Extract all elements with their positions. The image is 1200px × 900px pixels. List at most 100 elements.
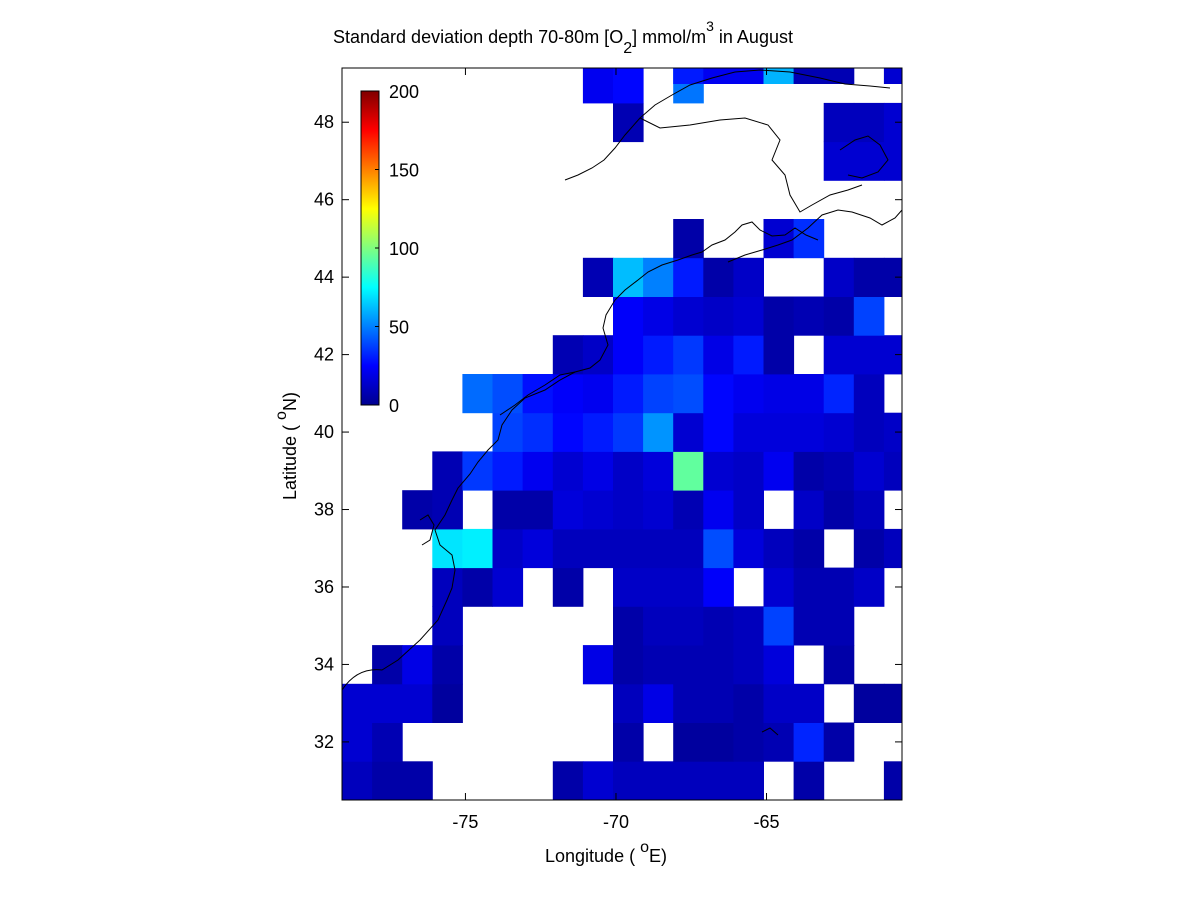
heatmap-cell — [853, 451, 885, 491]
heatmap-cell — [763, 645, 795, 685]
heatmap-cell — [492, 567, 524, 607]
heatmap-cell — [883, 451, 903, 491]
heatmap-cell — [522, 374, 554, 414]
heatmap-cell — [613, 606, 644, 646]
heatmap-cell — [853, 141, 885, 181]
y-axis-label-pre: Latitude ( — [280, 420, 300, 500]
heatmap-cell — [613, 490, 644, 530]
heatmap-cell — [823, 451, 855, 491]
y-tick-label: 38 — [314, 500, 334, 520]
heatmap-cell — [703, 451, 734, 491]
y-tick-label: 36 — [314, 577, 334, 597]
y-tick-label: 32 — [314, 732, 334, 752]
heatmap-cell — [733, 683, 764, 723]
heatmap-cell — [763, 567, 795, 607]
heatmap-cell — [763, 374, 795, 414]
x-axis-label: Longitude ( oE) — [545, 839, 667, 866]
heatmap-cell — [643, 335, 674, 375]
heatmap-cell — [613, 451, 644, 491]
y-axis: 32 34 36 38 40 42 44 46 48 — [314, 112, 902, 752]
heatmap-cell — [432, 528, 463, 569]
heatmap-cell — [492, 374, 524, 414]
x-axis-label-degree: o — [640, 839, 649, 856]
heatmap-cell — [823, 257, 855, 297]
heatmap-cell — [793, 451, 825, 491]
heatmap-cell — [462, 567, 493, 607]
heatmap-cell — [703, 335, 734, 375]
heatmap-cell — [853, 528, 885, 569]
heatmap-cell — [492, 412, 524, 452]
y-axis-label-degree: o — [273, 411, 290, 420]
heatmap-cell — [883, 412, 903, 452]
heatmap-cell — [643, 683, 674, 723]
heatmap-cell — [763, 412, 795, 452]
chart-title: Standard deviation depth 70-80m [O2] mmo… — [333, 18, 793, 57]
heatmap-cell — [883, 528, 903, 569]
heatmap-cell — [492, 528, 524, 569]
heatmap-cell — [613, 528, 644, 569]
heatmap-cell — [703, 606, 734, 646]
chart-title-subscript: 2 — [623, 40, 632, 57]
heatmap-cell — [853, 490, 885, 530]
x-tick-label: -70 — [603, 812, 629, 832]
heatmap-cell — [853, 412, 885, 452]
heatmap-cell — [613, 683, 644, 723]
heatmap-cell — [703, 374, 734, 414]
heatmap-cell — [673, 296, 704, 336]
heatmap-cell — [673, 412, 704, 452]
heatmap-cell — [793, 412, 825, 452]
colorbar-tick-label: 0 — [389, 396, 399, 416]
heatmap-cell — [462, 374, 493, 414]
heatmap-cell — [643, 257, 674, 297]
heatmap-cell — [763, 219, 795, 259]
heatmap-cell — [673, 374, 704, 414]
heatmap-cell — [582, 68, 614, 104]
heatmap-cell — [763, 722, 795, 762]
heatmap-cell — [673, 335, 704, 375]
heatmap-cell — [703, 528, 734, 569]
heatmap-cell — [733, 412, 764, 452]
heatmap-cell — [613, 412, 644, 452]
chart-title-mid: ] mmol/m — [632, 27, 706, 47]
heatmap-cell — [793, 761, 825, 801]
heatmap-cell — [823, 490, 855, 530]
heatmap-cell — [703, 683, 734, 723]
heatmap-cell — [492, 451, 524, 491]
heatmap-cell — [793, 219, 825, 259]
heatmap-cell — [853, 567, 885, 607]
heatmap-cell — [763, 683, 795, 723]
heatmap-cell — [432, 567, 463, 607]
heatmap-cell — [823, 335, 855, 375]
colorbar-tick-label: 100 — [389, 239, 419, 259]
heatmap-cell — [763, 528, 795, 569]
heatmap-cell — [342, 683, 373, 723]
heatmap-cell — [673, 645, 704, 685]
heatmap-cell — [763, 296, 795, 336]
x-tick-label: -75 — [452, 812, 478, 832]
heatmap-cell — [793, 490, 825, 530]
heatmap-cell — [853, 102, 885, 143]
heatmap-cell — [673, 606, 704, 646]
heatmap-cell — [703, 567, 734, 607]
heatmap-cell — [613, 645, 644, 685]
y-tick-label: 34 — [314, 654, 334, 674]
heatmap-cell — [733, 335, 764, 375]
heatmap-cell — [552, 761, 584, 801]
heatmap-cell — [673, 490, 704, 530]
heatmap-cell — [372, 683, 403, 723]
heatmap-cell — [613, 374, 644, 414]
heatmap-cell — [582, 490, 614, 530]
heatmap-cell — [883, 68, 903, 84]
y-tick-label: 40 — [314, 422, 334, 442]
heatmap-cell — [733, 645, 764, 685]
colorbar-ticks: 0 50 100 150 200 — [375, 82, 419, 416]
chart-title-superscript: 3 — [706, 18, 714, 34]
heatmap-cell — [462, 528, 493, 569]
x-axis-label-pre: Longitude ( — [545, 846, 640, 866]
heatmap-cells — [342, 68, 903, 801]
y-axis-label: Latitude ( oN) — [273, 392, 300, 500]
heatmap-cell — [703, 490, 734, 530]
colorbar-tick-label: 150 — [389, 161, 419, 181]
heatmap-cell — [703, 761, 734, 801]
y-tick-label: 42 — [314, 345, 334, 365]
